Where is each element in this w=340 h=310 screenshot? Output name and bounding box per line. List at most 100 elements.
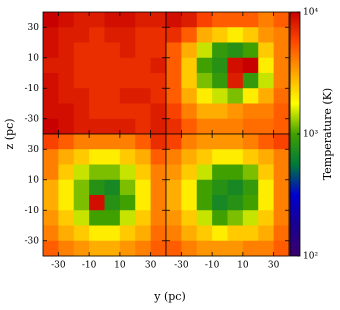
heat-cell [212, 12, 228, 28]
heat-cell [135, 149, 152, 165]
heat-cell [104, 225, 121, 242]
y-tick-label: -10 [25, 206, 40, 216]
heat-cell [89, 118, 105, 135]
heat-cell [43, 88, 59, 104]
heat-cell [181, 73, 198, 89]
heat-cell [227, 195, 244, 211]
heat-cell [181, 12, 198, 28]
heat-cell [212, 149, 228, 165]
heat-cell [58, 103, 75, 120]
heat-cell [58, 195, 75, 211]
y-tick-label: 10 [28, 53, 40, 63]
heat-cell [119, 195, 136, 211]
heat-cell [212, 164, 228, 181]
heat-cell [166, 225, 182, 242]
heat-cell [150, 179, 167, 196]
heat-cell [104, 149, 121, 165]
heat-cell [73, 73, 90, 89]
x-tick-label: -10 [205, 261, 220, 271]
heat-cell [242, 164, 259, 181]
heat-cell [273, 240, 290, 257]
panel [43, 134, 167, 257]
heat-cell [89, 210, 105, 226]
heat-cell [58, 88, 75, 104]
heat-cell [273, 179, 290, 196]
heat-cell [73, 42, 90, 59]
heat-cell [43, 179, 59, 196]
heat-cell [227, 225, 244, 242]
heat-cell [73, 164, 90, 181]
heat-cell [150, 27, 167, 43]
heat-cell [43, 103, 59, 120]
heat-cell [43, 149, 59, 165]
heat-cell [43, 195, 59, 211]
heat-cell [73, 118, 90, 135]
heat-cell [273, 210, 290, 226]
heat-cell [73, 134, 90, 150]
heat-cell [273, 134, 290, 150]
heat-cell [135, 240, 152, 257]
heat-cell [73, 88, 90, 104]
heat-cell [196, 134, 213, 150]
heat-cell [73, 225, 90, 242]
heat-cell [104, 164, 121, 181]
heat-cell [104, 103, 121, 120]
panel [166, 12, 290, 135]
heat-cell [212, 73, 228, 89]
heat-cell [181, 195, 198, 211]
x-tick-label: 10 [237, 261, 249, 271]
heat-cell [58, 149, 75, 165]
heat-cell [227, 73, 244, 89]
heat-cell [273, 27, 290, 43]
heat-cell [258, 88, 275, 104]
heat-cell [181, 103, 198, 120]
heat-cell [58, 27, 75, 43]
heat-cell [73, 27, 90, 43]
heat-cell [119, 88, 136, 104]
heat-cell [196, 88, 213, 104]
heat-cell [196, 240, 213, 257]
heat-cell [119, 210, 136, 226]
heat-cell [150, 210, 167, 226]
heat-cell [104, 240, 121, 257]
heat-cell [242, 42, 259, 59]
heat-cell [58, 57, 75, 74]
heat-cell [166, 149, 182, 165]
heat-cell [89, 164, 105, 181]
heat-cell [73, 179, 90, 196]
y-tick-label: 30 [28, 145, 40, 155]
heat-cell [135, 73, 152, 89]
heat-cell [150, 240, 167, 257]
heat-cell [89, 134, 105, 150]
heat-cell [166, 210, 182, 226]
heat-cell [135, 134, 152, 150]
heat-cell [181, 149, 198, 165]
heat-cell [58, 118, 75, 135]
heat-cell [273, 164, 290, 181]
heat-cell [181, 118, 198, 135]
heat-cell [273, 42, 290, 59]
heat-cell [166, 164, 182, 181]
heat-cell [196, 210, 213, 226]
x-tick-label: -30 [51, 261, 66, 271]
heat-cell [181, 57, 198, 74]
x-tick-label: -30 [174, 261, 189, 271]
heat-cell [196, 149, 213, 165]
heat-cell [273, 149, 290, 165]
heat-cell [58, 73, 75, 89]
heat-cell [181, 164, 198, 181]
heat-cell [73, 240, 90, 257]
heat-cell [135, 57, 152, 74]
heat-cell [119, 240, 136, 257]
heat-cell [227, 164, 244, 181]
heat-cell [150, 225, 167, 242]
heat-cell [58, 240, 75, 257]
y-tick-label: -30 [25, 114, 40, 124]
heat-cell [258, 57, 275, 74]
heat-cell [135, 42, 152, 59]
heat-cell [43, 225, 59, 242]
heat-cell [273, 103, 290, 120]
colorbar-tick-label: 10³ [303, 130, 318, 140]
heat-cell [150, 134, 167, 150]
heat-cell [227, 57, 244, 74]
